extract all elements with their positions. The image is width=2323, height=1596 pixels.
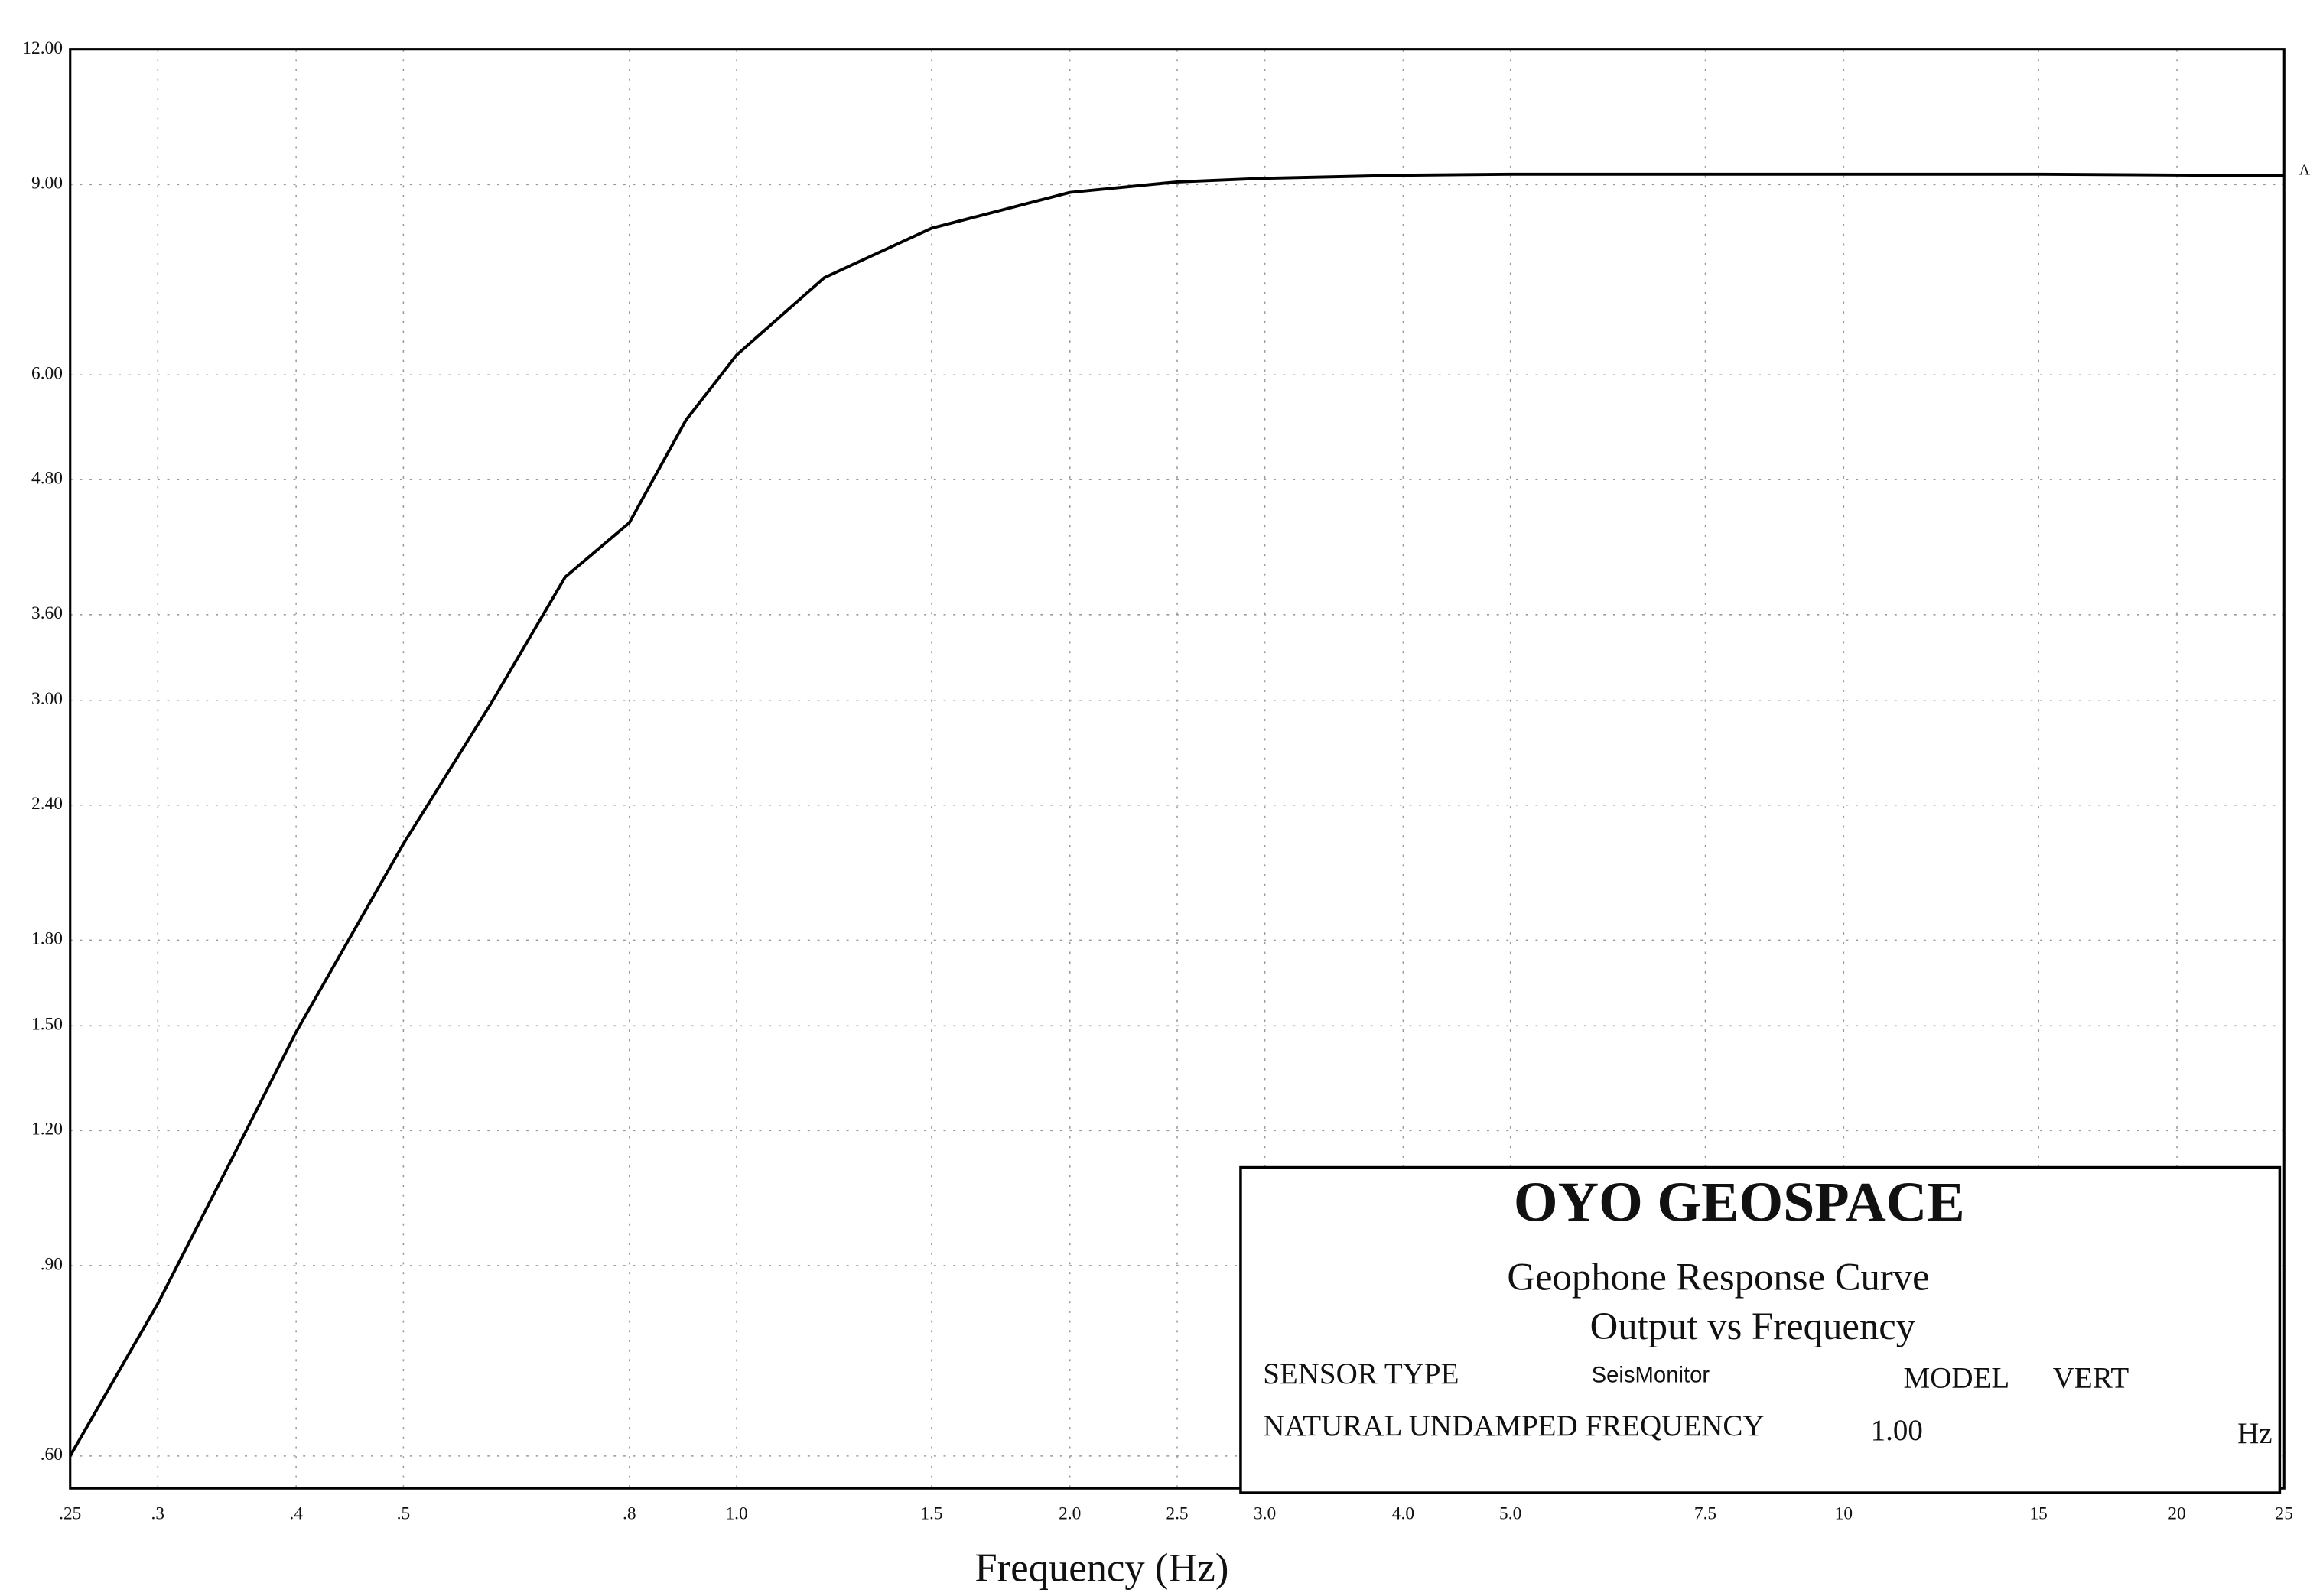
x-tick-label: 7.5 <box>1694 1504 1716 1524</box>
x-tick-label: 2.0 <box>1059 1504 1081 1524</box>
x-tick-label: 5.0 <box>1499 1504 1521 1524</box>
y-tick-label: 2.40 <box>31 794 63 814</box>
info-subtitle: Output vs Frequency <box>1590 1305 1916 1347</box>
y-tick-label: 3.60 <box>31 603 63 623</box>
x-tick-label: .5 <box>397 1504 411 1524</box>
x-tick-label: 1.0 <box>725 1504 747 1524</box>
y-tick-label: 1.20 <box>31 1120 63 1139</box>
model-label: MODEL <box>1904 1362 2010 1395</box>
y-tick-label: 9.00 <box>31 174 63 193</box>
x-tick-label: 1.5 <box>920 1504 942 1524</box>
x-tick-label: .3 <box>151 1504 165 1524</box>
sensor-type-label: SENSOR TYPE <box>1263 1357 1459 1390</box>
frequency: 1.00 <box>1871 1414 1923 1447</box>
info-box-frame <box>1239 1165 2282 1494</box>
company-name: OYO GEOSPACE <box>1514 1171 1965 1234</box>
frequency-label: NATURAL UNDAMPED FREQUENCY <box>1263 1409 1764 1442</box>
x-tick-label: .8 <box>623 1504 636 1524</box>
series-label: A <box>2299 162 2310 178</box>
info-title: Geophone Response Curve <box>1507 1256 1929 1299</box>
plot-frame <box>69 48 2286 1490</box>
y-tick-label: .60 <box>41 1445 63 1464</box>
x-tick-label: .4 <box>289 1504 303 1524</box>
x-tick-label: 2.5 <box>1166 1504 1188 1524</box>
sensor-type: SeisMonitor <box>1592 1364 1710 1388</box>
x-axis-label: Frequency (Hz) <box>974 1546 1228 1591</box>
x-tick-label: 20 <box>2168 1504 2185 1524</box>
x-tick-label: .25 <box>59 1504 81 1524</box>
y-tick-label: 1.80 <box>31 929 63 949</box>
y-tick-label: 1.50 <box>31 1015 63 1035</box>
frequency-unit: Hz <box>2237 1417 2273 1450</box>
y-tick-label: .90 <box>41 1254 63 1274</box>
y-tick-label: 12.00 <box>22 38 63 58</box>
x-tick-label: 25 <box>2276 1504 2293 1524</box>
x-tick-label: 3.0 <box>1254 1504 1276 1524</box>
y-tick-label: 3.00 <box>31 689 63 709</box>
response-curve <box>69 172 2285 1457</box>
x-tick-label: 10 <box>1835 1504 1853 1524</box>
x-tick-label: 15 <box>2029 1504 2047 1524</box>
y-tick-label: 6.00 <box>31 364 63 384</box>
info-box: OYO GEOSPACE Geophone Response Curve Out… <box>1239 1165 2282 1494</box>
model: VERT <box>2053 1362 2129 1395</box>
x-tick-label: 4.0 <box>1392 1504 1414 1524</box>
y-tick-label: 4.80 <box>31 469 63 489</box>
